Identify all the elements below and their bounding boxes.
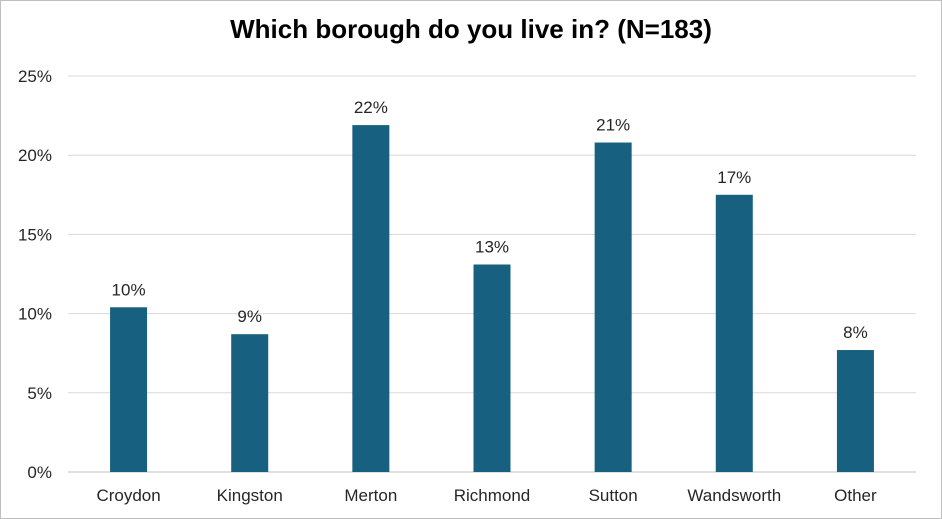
x-tick-label: Merton <box>344 486 397 505</box>
bar <box>110 307 148 472</box>
bar <box>836 350 874 472</box>
bar <box>231 334 269 472</box>
y-tick-label: 20% <box>18 146 52 165</box>
bar <box>473 264 511 472</box>
data-label: 21% <box>596 116 630 135</box>
bar <box>594 142 632 472</box>
y-tick-label: 25% <box>18 67 52 86</box>
data-label: 8% <box>843 323 868 342</box>
data-label: 22% <box>354 98 388 117</box>
data-label: 9% <box>237 307 262 326</box>
x-tick-label: Sutton <box>589 486 638 505</box>
x-tick-label: Croydon <box>96 486 160 505</box>
x-tick-label: Wandsworth <box>687 486 781 505</box>
chart-title: Which borough do you live in? (N=183) <box>230 14 712 44</box>
data-label: 17% <box>717 168 751 187</box>
bar <box>352 125 390 472</box>
y-tick-label: 10% <box>18 305 52 324</box>
bar <box>715 194 753 473</box>
x-tick-label: Other <box>834 486 877 505</box>
x-tick-label: Richmond <box>454 486 531 505</box>
y-tick-label: 15% <box>18 225 52 244</box>
data-label: 13% <box>475 237 509 256</box>
y-tick-label: 0% <box>27 463 52 482</box>
y-tick-label: 5% <box>27 384 52 403</box>
data-label: 10% <box>112 280 146 299</box>
x-tick-label: Kingston <box>217 486 283 505</box>
